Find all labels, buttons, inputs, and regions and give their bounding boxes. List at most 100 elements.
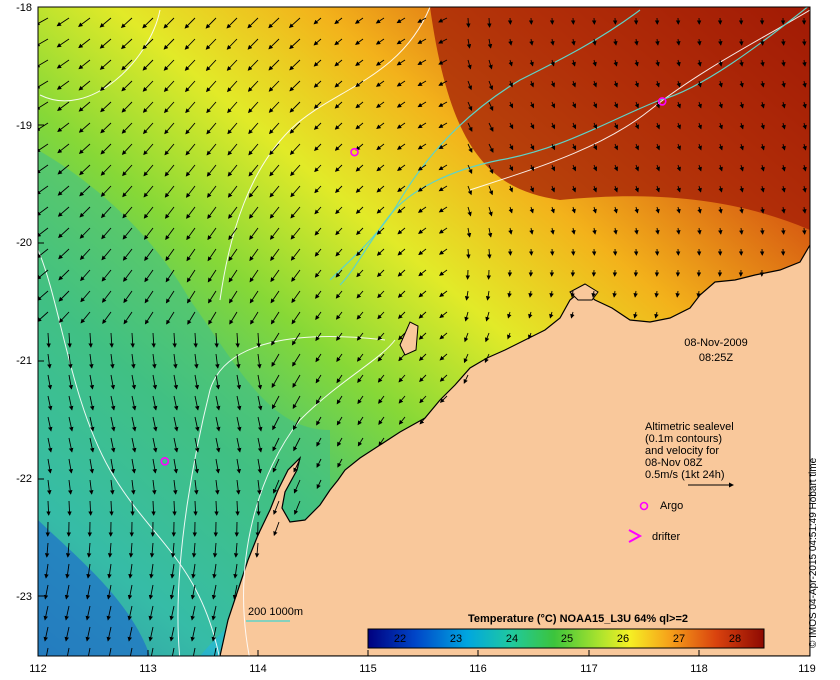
velocity-arrow [270,311,280,325]
velocity-arrow [439,353,448,361]
velocity-arrow [172,500,177,516]
velocity-arrow [121,101,133,113]
colorbar-tick: 27 [673,633,685,645]
velocity-arrow [396,122,406,129]
velocity-arrow [802,227,807,235]
velocity-arrow [313,101,322,109]
velocity-arrow [781,59,786,67]
velocity-arrow [57,164,70,175]
velocity-arrow [44,542,50,558]
velocity-arrow [270,269,280,283]
velocity-arrow [417,59,427,65]
velocity-arrow [336,353,343,363]
velocity-arrow [376,101,385,108]
velocity-arrow [529,164,535,172]
velocity-arrow [781,143,786,151]
velocity-arrow [488,101,494,112]
velocity-arrow [760,80,765,88]
velocity-arrow [529,185,534,193]
velocity-arrow [163,101,175,114]
velocity-arrow [185,101,196,114]
velocity-arrow [211,605,217,621]
velocity-arrow [131,458,136,474]
velocity-arrow [549,290,554,298]
velocity-arrow [592,227,597,235]
velocity-arrow [152,479,157,495]
velocity-arrow [110,437,116,453]
velocity-arrow [316,458,322,468]
velocity-arrow [613,122,619,130]
velocity-arrow [314,248,322,257]
velocity-arrow [67,332,72,348]
velocity-arrow [376,227,385,235]
velocity-arrow [101,290,112,303]
velocity-arrow [165,248,175,262]
velocity-arrow [718,185,723,193]
velocity-arrow [802,59,807,67]
velocity-arrow [718,101,723,109]
velocity-arrow [78,80,91,91]
velocity-arrow [781,164,786,172]
velocity-arrow [79,185,91,197]
velocity-arrow [206,101,217,114]
velocity-arrow [256,332,261,348]
velocity-arrow [439,332,448,340]
velocity-arrow [507,248,513,256]
velocity-arrow [78,143,91,155]
velocity-arrow [236,374,242,390]
velocity-arrow [292,416,301,431]
velocity-arrow [550,164,556,172]
velocity-arrow [676,185,681,193]
velocity-arrow [191,563,196,579]
velocity-arrow [508,80,513,88]
velocity-arrow [398,374,406,383]
velocity-arrow [57,206,70,217]
velocity-arrow [269,227,280,240]
velocity-arrow [697,101,702,109]
velocity-arrow [466,248,471,259]
velocity-arrow [335,206,343,215]
velocity-arrow [507,290,512,298]
velocity-arrow [718,206,723,214]
velocity-arrow [290,227,301,240]
velocity-arrow [316,437,322,447]
x-tick-label: 116 [469,663,487,675]
velocity-arrow [226,17,238,29]
velocity-arrow [144,248,154,262]
velocity-arrow [655,80,660,88]
velocity-arrow [336,416,343,426]
velocity-arrow [249,290,259,304]
velocity-arrow [697,206,702,214]
velocity-arrow [314,269,322,278]
velocity-arrow [570,290,575,298]
velocity-arrow [149,542,155,558]
velocity-arrow [100,143,112,155]
velocity-arrow [613,143,619,151]
velocity-arrow [38,311,49,323]
velocity-arrow [106,584,112,600]
velocity-arrow [68,374,74,390]
velocity-arrow [634,38,639,46]
velocity-arrow [151,332,156,348]
velocity-arrow [397,311,406,319]
velocity-arrow [148,626,154,642]
map-time: 08:25Z [699,352,734,364]
velocity-arrow [334,164,343,172]
velocity-arrow [247,17,259,29]
velocity-arrow [718,80,723,88]
velocity-arrow [781,122,786,130]
velocity-arrow [142,59,154,71]
velocity-arrow [355,80,364,88]
velocity-arrow [131,353,136,369]
velocity-arrow [375,17,385,24]
velocity-arrow [397,164,406,171]
velocity-arrow [529,101,535,109]
velocity-arrow [676,143,681,151]
velocity-arrow [356,269,364,278]
velocity-arrow [233,563,238,579]
velocity-arrow [257,458,262,474]
velocity-arrow [314,185,322,194]
velocity-arrow [205,38,217,50]
velocity-arrow [488,59,493,70]
velocity-arrow [122,206,133,219]
